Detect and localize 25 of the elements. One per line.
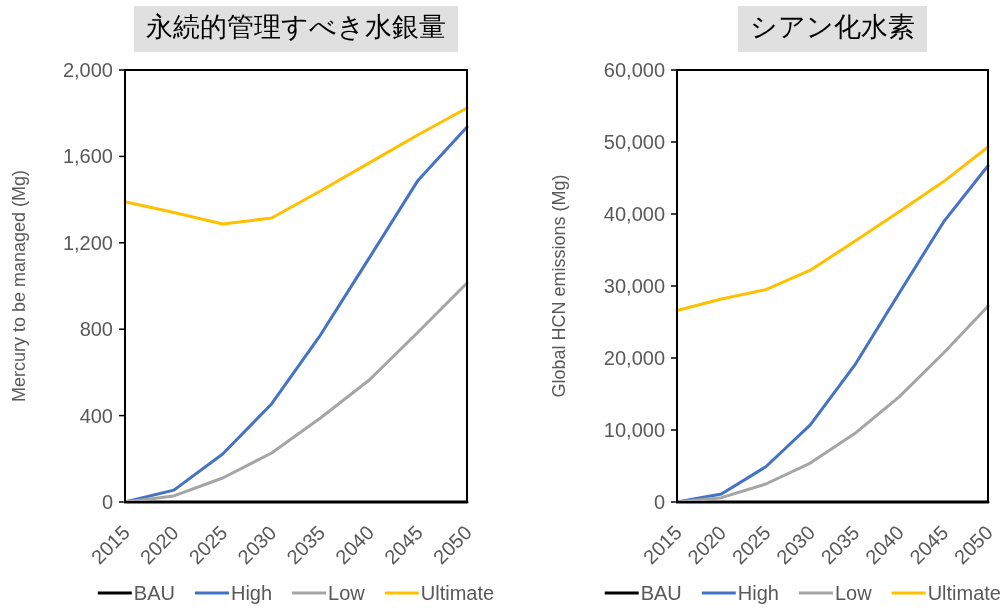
legend-label: Low: [834, 582, 873, 604]
y-tick-label: 2,000: [62, 59, 113, 81]
legend-label: Low: [328, 582, 366, 604]
y-axis-title: Mercury to be managed (Mg): [9, 169, 29, 403]
y-tick-label: 10,000: [603, 419, 665, 441]
y-tick-label: 60,000: [603, 59, 665, 81]
chart-title: シアン化水素: [750, 12, 915, 42]
chart-title: 永続的管理すべき水銀量: [146, 12, 446, 42]
y-tick-label: 0: [653, 491, 665, 513]
y-tick-label: 400: [79, 404, 113, 427]
y-tick-label: 1,200: [62, 231, 113, 254]
y-axis-title: Global HCN emissions (Mg): [549, 174, 569, 398]
legend-label: BAU: [133, 582, 175, 604]
legend-label: BAU: [640, 582, 682, 604]
legend-label: High: [737, 582, 779, 604]
y-tick-label: 20,000: [603, 347, 665, 369]
y-tick-label: 800: [79, 318, 113, 341]
y-tick-label: 50,000: [603, 131, 665, 153]
legend-label: High: [230, 582, 273, 604]
y-tick-label: 0: [101, 491, 113, 513]
y-tick-label: 40,000: [603, 203, 665, 225]
y-tick-label: 30,000: [603, 275, 665, 297]
y-tick-label: 1,600: [62, 145, 113, 168]
legend-label: Ultimate: [420, 582, 495, 604]
legend-label: Ultimate: [927, 582, 1001, 604]
